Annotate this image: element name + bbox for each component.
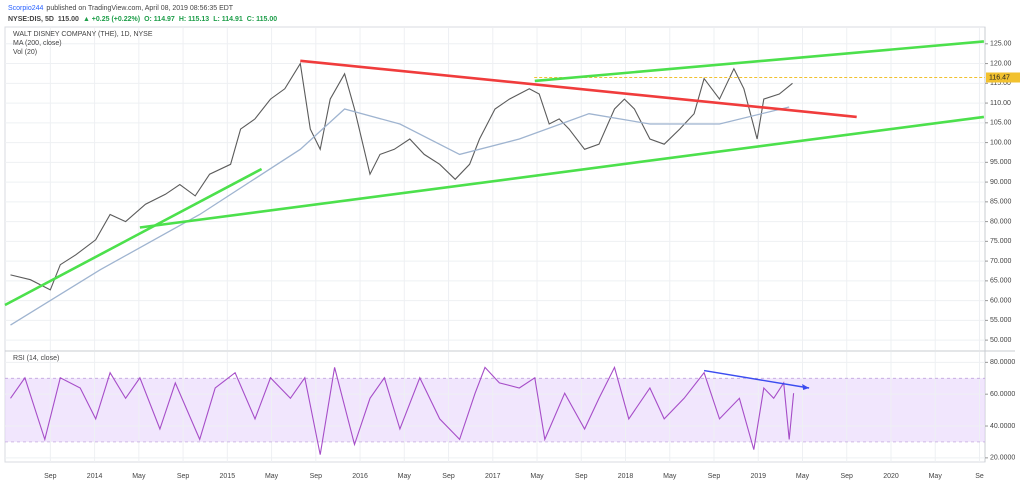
trendline	[300, 59, 857, 119]
y-tick-label: 95.000	[990, 159, 1012, 166]
y-tick-label: 55.000	[990, 317, 1012, 324]
pane-title: WALT DISNEY COMPANY (THE), 1D, NYSE	[13, 31, 153, 38]
x-tick-label: Sep	[575, 473, 588, 480]
rsi-band	[5, 378, 985, 442]
y-tick-label: 85.000	[990, 199, 1012, 206]
symbol: NYSE:DIS, 5D	[8, 16, 54, 23]
y-tick-label: 100.00	[990, 139, 1012, 146]
symbol-line: NYSE:DIS, 5D 115.00 ▲ +0.25 (+0.22%) O: 114…	[8, 16, 277, 23]
y-tick-label: 65.000	[990, 278, 1012, 285]
x-tick-label: 2019	[750, 473, 766, 480]
x-tick-label: 2014	[87, 473, 103, 480]
x-tick-label: May	[796, 473, 810, 480]
trendline	[534, 40, 985, 83]
author: Scorpio244	[8, 5, 44, 12]
y-tick-label: 70.000	[990, 258, 1012, 265]
x-tick-label: Se	[975, 473, 984, 480]
y-tick-label: 105.00	[990, 120, 1012, 127]
arrow-head	[802, 383, 810, 390]
series-line	[10, 106, 790, 326]
x-tick-label: Sep	[841, 473, 854, 480]
x-tick-label: May	[265, 473, 279, 480]
x-tick-label: May	[398, 473, 412, 480]
published: published on TradingView.com, April 08, …	[46, 5, 233, 12]
y-tick-label: 40.0000	[990, 423, 1015, 430]
ohlc: O: 114.97	[144, 16, 175, 23]
header-line: Scorpio244 published on TradingView.com, …	[8, 5, 234, 12]
x-tick-label: Sep	[442, 473, 455, 480]
price-label: 116.47	[989, 74, 1010, 81]
x-tick-label: Sep	[708, 473, 721, 480]
pane-title: RSI (14, close)	[13, 355, 59, 362]
trendline	[139, 115, 985, 229]
ohlc: L: 114.91	[213, 16, 243, 23]
y-tick-label: 60.0000	[990, 391, 1015, 398]
series-line	[10, 62, 793, 291]
x-tick-label: Sep	[177, 473, 190, 480]
x-tick-label: May	[530, 473, 544, 480]
x-tick-label: Sep	[44, 473, 57, 480]
trendline	[703, 369, 810, 389]
y-tick-label: 80.0000	[990, 359, 1015, 366]
y-tick-label: 60.000	[990, 297, 1012, 304]
y-tick-label: 20.0000	[990, 455, 1015, 462]
ohlc: C: 115.00	[247, 16, 277, 23]
legend-entry: Vol (20)	[13, 49, 37, 56]
x-tick-label: 2018	[618, 473, 634, 480]
x-tick-label: 2016	[352, 473, 368, 480]
price: 115.00	[58, 16, 79, 23]
y-tick-label: 75.000	[990, 238, 1012, 245]
x-tick-label: 2017	[485, 473, 501, 480]
change: ▲ +0.25 (+0.22%)	[83, 16, 140, 23]
x-tick-label: May	[929, 473, 943, 480]
x-tick-label: 2020	[883, 473, 899, 480]
ohlc: H: 115.13	[179, 16, 209, 23]
price-label-box	[986, 72, 1020, 83]
y-tick-label: 125.00	[990, 41, 1012, 48]
y-tick-label: 110.00	[990, 100, 1011, 107]
y-tick-label: 115.00	[990, 80, 1011, 87]
trendline	[4, 167, 263, 307]
x-tick-label: May	[663, 473, 677, 480]
legend-entry: MA (200, close)	[13, 40, 62, 47]
series-line	[10, 365, 795, 455]
y-tick-label: 120.00	[990, 60, 1012, 67]
y-tick-label: 80.000	[990, 218, 1012, 225]
x-tick-label: May	[132, 473, 146, 480]
x-tick-label: Sep	[310, 473, 323, 480]
y-tick-label: 90.000	[990, 179, 1012, 186]
y-tick-label: 50.000	[990, 337, 1012, 344]
x-tick-label: 2015	[220, 473, 236, 480]
